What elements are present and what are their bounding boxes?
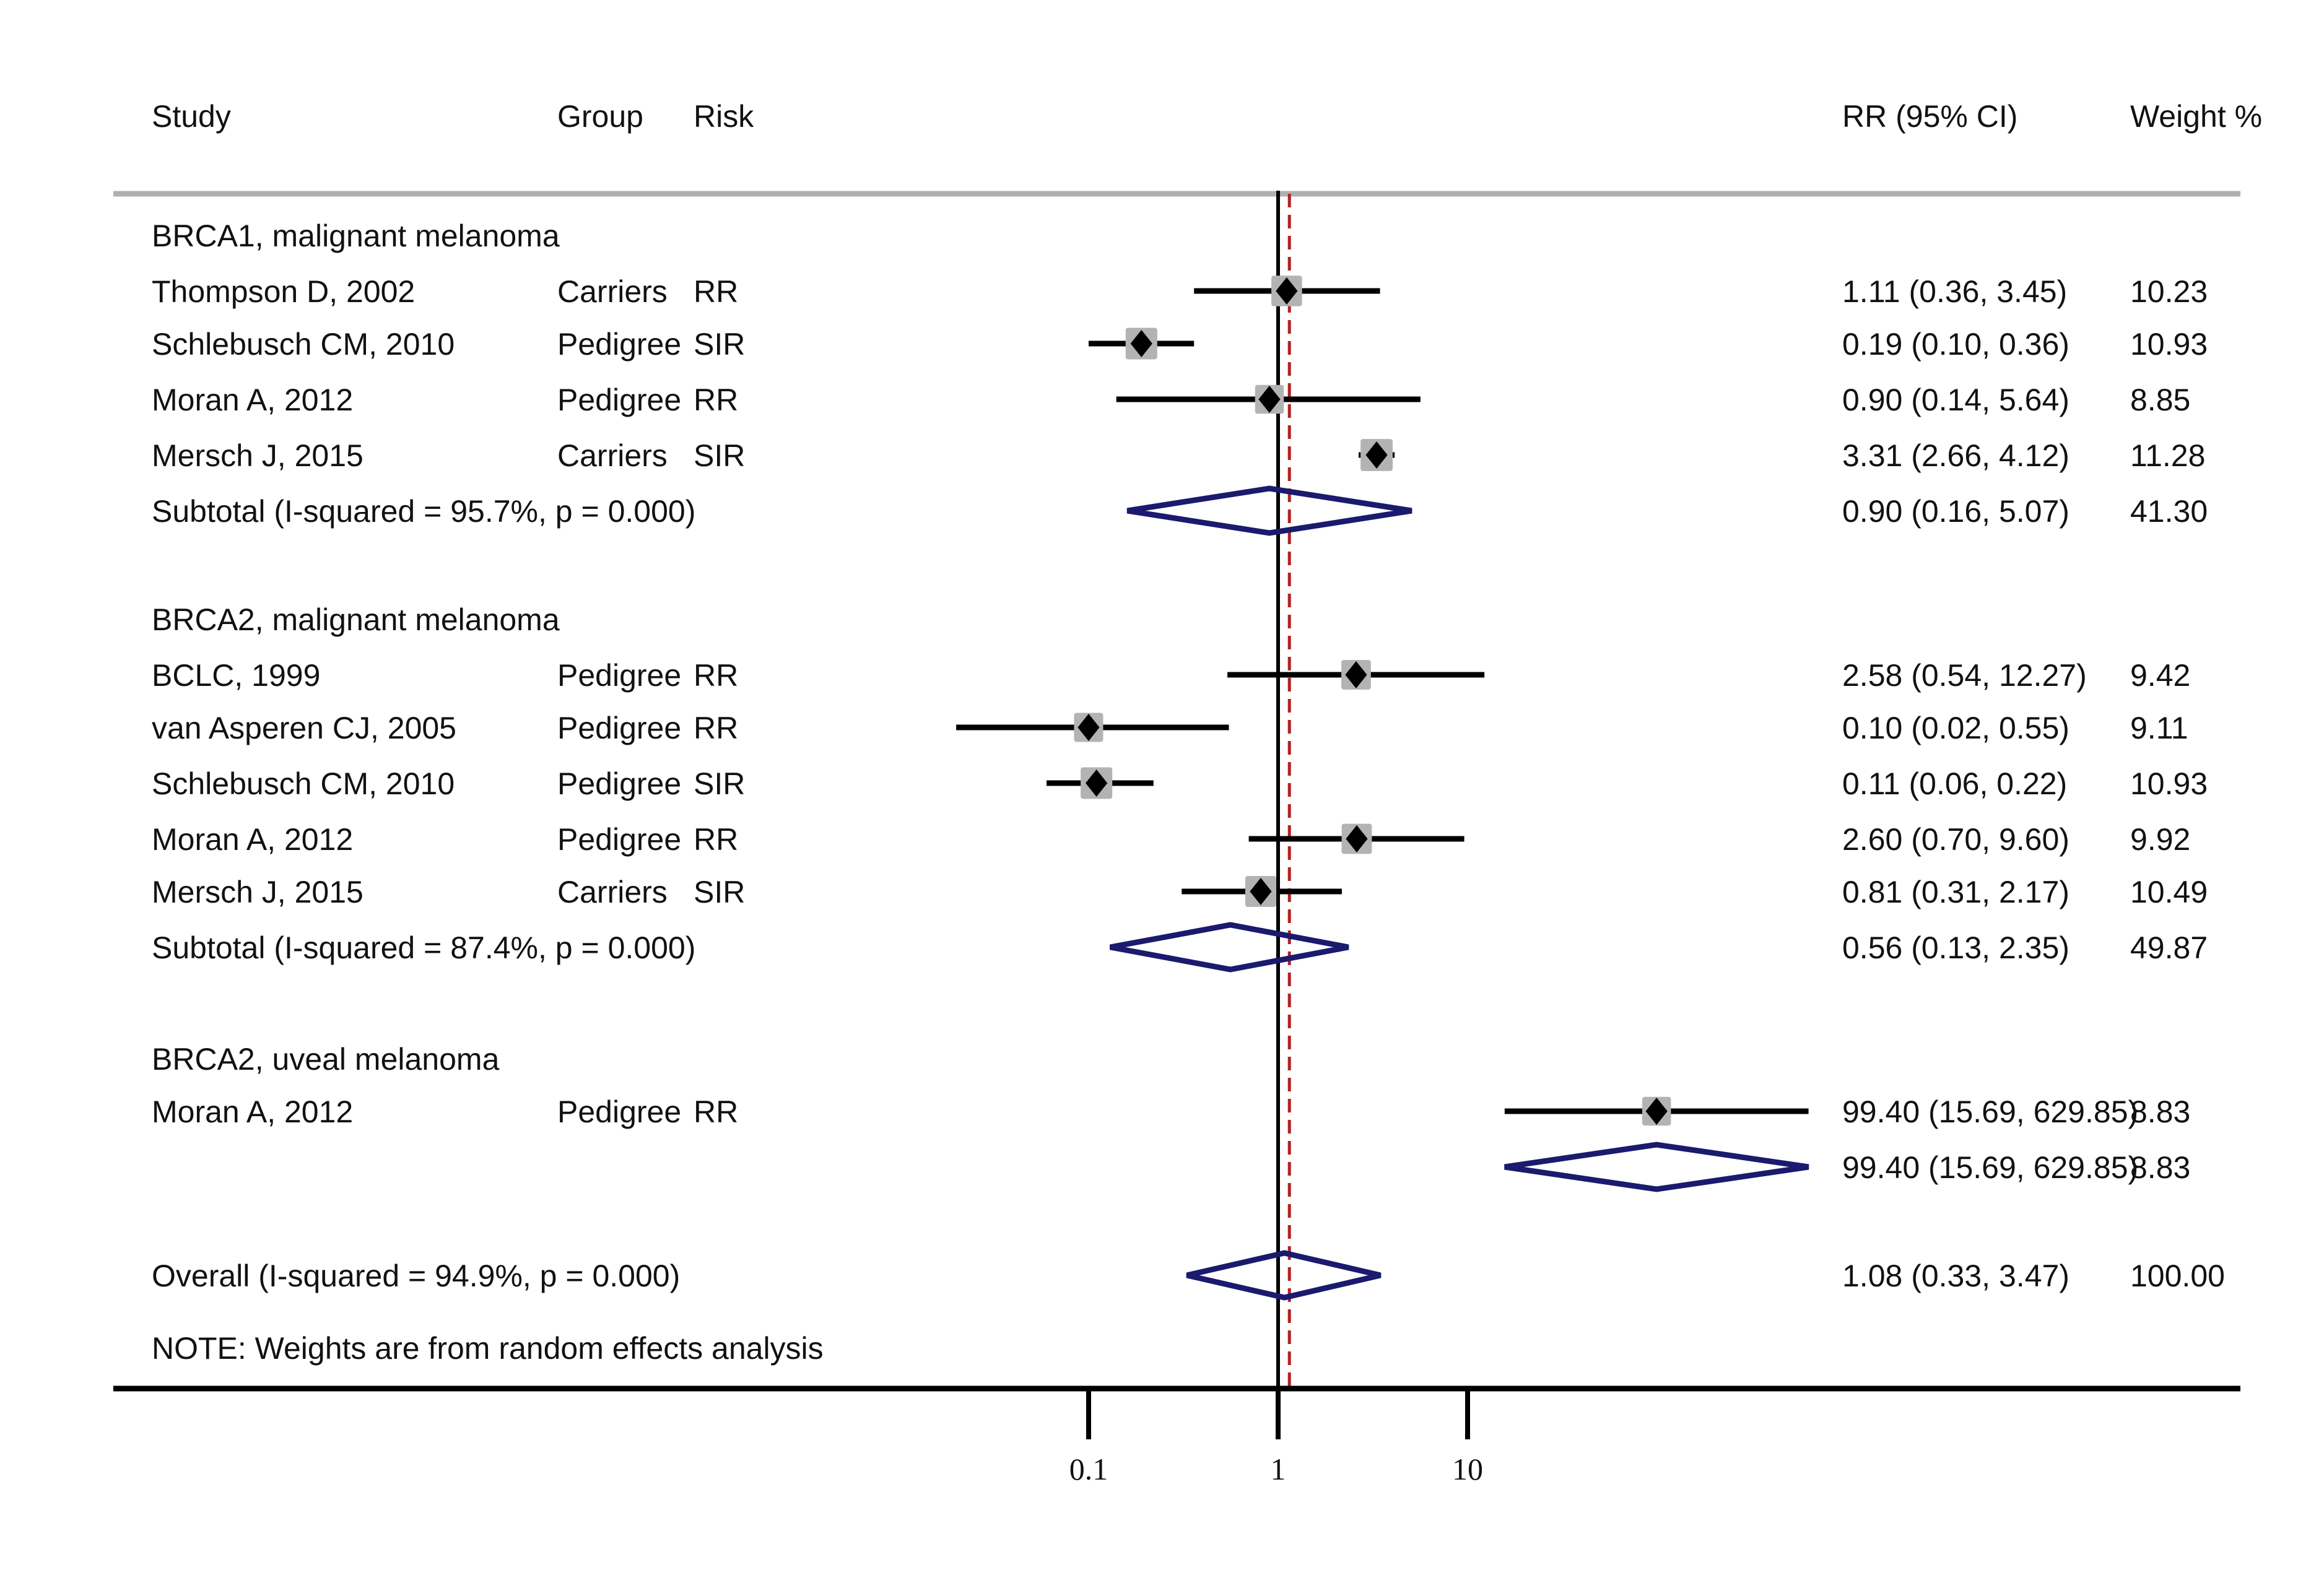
study-name: Thompson D, 2002 — [152, 274, 415, 309]
study-risk: RR — [694, 658, 738, 693]
study-name: van Asperen CJ, 2005 — [152, 711, 456, 745]
study-rr-ci: 2.58 (0.54, 12.27) — [1842, 658, 2087, 693]
study-weight: 10.23 — [2130, 274, 2208, 309]
study-weight: 8.85 — [2130, 383, 2190, 417]
point-estimate-marker — [1258, 386, 1281, 413]
subtotal-weight: 41.30 — [2130, 494, 2208, 529]
point-estimate-marker — [1077, 714, 1100, 741]
overall-label: Overall (I-squared = 94.9%, p = 0.000) — [152, 1259, 680, 1293]
weights-note: NOTE: Weights are from random effects an… — [152, 1331, 824, 1366]
x-tick-label: 10 — [1452, 1452, 1483, 1486]
point-estimate-marker — [1130, 330, 1152, 357]
study-risk: RR — [694, 383, 738, 417]
study-group: Pedigree — [557, 658, 681, 693]
subtotal-weight: 8.83 — [2130, 1150, 2190, 1185]
study-name: Moran A, 2012 — [152, 1095, 353, 1129]
study-group: Pedigree — [557, 327, 681, 362]
study-weight: 11.28 — [2130, 438, 2205, 473]
subtotal-label: Subtotal (I-squared = 95.7%, p = 0.000) — [152, 494, 695, 529]
subtotal-label: Subtotal (I-squared = 87.4%, p = 0.000) — [152, 930, 695, 965]
study-group: Pedigree — [557, 711, 681, 745]
header-group: Group — [557, 99, 643, 134]
study-weight: 10.93 — [2130, 766, 2208, 801]
study-name: Mersch J, 2015 — [152, 438, 363, 473]
study-group: Pedigree — [557, 822, 681, 857]
study-rr-ci: 0.81 (0.31, 2.17) — [1842, 875, 2069, 909]
overall-weight: 100.00 — [2130, 1259, 2225, 1293]
study-name: Mersch J, 2015 — [152, 875, 363, 909]
point-estimate-marker — [1086, 769, 1108, 797]
x-tick-label: 1 — [1271, 1452, 1286, 1486]
section-label: BRCA1, malignant melanoma — [152, 219, 560, 253]
subtotal-rr-ci: 0.56 (0.13, 2.35) — [1842, 930, 2069, 965]
study-rr-ci: 0.19 (0.10, 0.36) — [1842, 327, 2069, 362]
study-group: Pedigree — [557, 383, 681, 417]
overall-rr-ci: 1.08 (0.33, 3.47) — [1842, 1259, 2069, 1293]
section-label: BRCA2, malignant melanoma — [152, 602, 560, 637]
study-risk: RR — [694, 822, 738, 857]
header-risk: Risk — [694, 99, 754, 134]
study-name: Moran A, 2012 — [152, 383, 353, 417]
x-tick-label: 0.1 — [1069, 1452, 1108, 1486]
study-rr-ci: 2.60 (0.70, 9.60) — [1842, 822, 2069, 857]
study-group: Carriers — [557, 875, 668, 909]
study-rr-ci: 0.10 (0.02, 0.55) — [1842, 711, 2069, 745]
study-weight: 9.92 — [2130, 822, 2190, 857]
study-name: Schlebusch CM, 2010 — [152, 327, 455, 362]
subtotal-rr-ci: 0.90 (0.16, 5.07) — [1842, 494, 2069, 529]
study-risk: SIR — [694, 875, 745, 909]
study-weight: 9.11 — [2130, 711, 2188, 745]
study-weight: 8.83 — [2130, 1095, 2190, 1129]
header-weight: Weight % — [2130, 99, 2262, 134]
study-weight: 10.49 — [2130, 875, 2208, 909]
study-name: Moran A, 2012 — [152, 822, 353, 857]
subtotal-diamond — [1504, 1142, 1809, 1192]
study-rr-ci: 99.40 (15.69, 629.85) — [1842, 1095, 2138, 1129]
study-name: Schlebusch CM, 2010 — [152, 766, 455, 801]
study-rr-ci: 3.31 (2.66, 4.12) — [1842, 438, 2069, 473]
overall-diamond — [1186, 1250, 1382, 1301]
study-rr-ci: 0.90 (0.14, 5.64) — [1842, 383, 2069, 417]
study-group: Pedigree — [557, 766, 681, 801]
point-estimate-marker — [1346, 825, 1368, 852]
section-label: BRCA2, uveal melanoma — [152, 1042, 500, 1077]
subtotal-diamond — [1126, 485, 1412, 536]
point-estimate-marker — [1276, 277, 1298, 305]
study-weight: 9.42 — [2130, 658, 2190, 693]
study-risk: SIR — [694, 327, 745, 362]
point-estimate-marker — [1250, 878, 1272, 905]
study-rr-ci: 1.11 (0.36, 3.45) — [1842, 274, 2067, 309]
point-estimate-marker — [1645, 1098, 1668, 1125]
study-risk: RR — [694, 711, 738, 745]
study-risk: RR — [694, 274, 738, 309]
study-risk: SIR — [694, 438, 745, 473]
subtotal-weight: 49.87 — [2130, 930, 2208, 965]
study-risk: SIR — [694, 766, 745, 801]
point-estimate-marker — [1345, 661, 1367, 688]
header-study: Study — [152, 99, 231, 134]
subtotal-rr-ci: 99.40 (15.69, 629.85) — [1842, 1150, 2138, 1185]
study-group: Pedigree — [557, 1095, 681, 1129]
header-rr-ci: RR (95% CI) — [1842, 99, 2017, 134]
subtotal-diamond — [1110, 922, 1349, 973]
study-weight: 10.93 — [2130, 327, 2208, 362]
study-name: BCLC, 1999 — [152, 658, 320, 693]
study-group: Carriers — [557, 438, 668, 473]
point-estimate-marker — [1365, 441, 1388, 469]
study-group: Carriers — [557, 274, 668, 309]
study-rr-ci: 0.11 (0.06, 0.22) — [1842, 766, 2067, 801]
study-risk: RR — [694, 1095, 738, 1129]
